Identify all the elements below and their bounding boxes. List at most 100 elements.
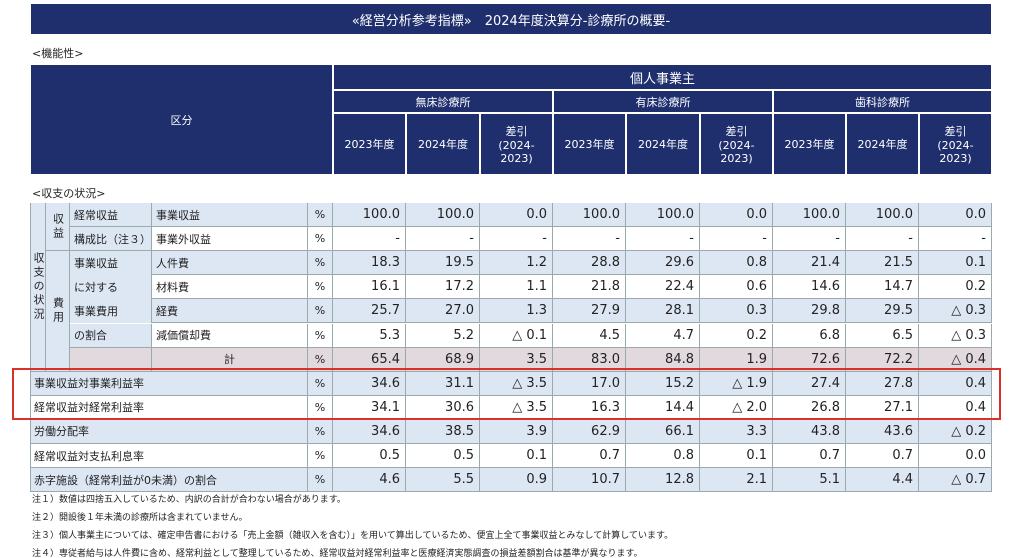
section-label: <機能性> <box>32 47 84 60</box>
value-cell: 15.2 <box>626 371 700 396</box>
row-sublabel: に対する <box>70 275 152 300</box>
value-cell: 0.4 <box>919 371 992 396</box>
value-cell: 62.9 <box>553 419 626 444</box>
value-cell: 100.0 <box>553 203 626 228</box>
value-cell: 17.2 <box>406 275 480 300</box>
row-label: 労働分配率 <box>30 419 308 444</box>
value-cell: 0.2 <box>700 323 773 348</box>
value-cell: 5.5 <box>406 468 480 493</box>
value-cell: 0.3 <box>700 299 773 324</box>
value-cell: - <box>773 227 846 252</box>
value-cell: 38.5 <box>406 419 480 444</box>
value-cell: 3.9 <box>480 419 553 444</box>
row-sublabel: 事業費用 <box>70 299 152 324</box>
value-cell: 27.4 <box>773 371 846 396</box>
value-cell: 0.1 <box>480 444 553 469</box>
value-cell: △ 0.1 <box>480 323 553 348</box>
row-label: 減価償却費 <box>152 323 308 348</box>
note: 注２）開設後１年未満の診療所は含まれていません。 <box>32 513 248 523</box>
value-cell: 66.1 <box>626 419 700 444</box>
value-cell: 0.6 <box>700 275 773 300</box>
value-cell: 0.0 <box>700 203 773 228</box>
value-cell: 0.9 <box>480 468 553 493</box>
value-cell: 1.3 <box>480 299 553 324</box>
value-cell: 5.2 <box>406 323 480 348</box>
value-cell: 5.3 <box>333 323 406 348</box>
value-cell: △ 0.2 <box>919 419 992 444</box>
row-label: 経常収益対支払利息率 <box>30 444 308 469</box>
value-cell: 65.4 <box>333 347 406 372</box>
unit: % <box>308 468 333 493</box>
header-cell: 無床診療所 <box>333 90 553 113</box>
unit: % <box>308 444 333 469</box>
value-cell: 0.8 <box>626 444 700 469</box>
value-cell: 72.6 <box>773 347 846 372</box>
value-cell: 5.1 <box>773 468 846 493</box>
side-label: 収益 <box>46 203 70 252</box>
row-label: 経費 <box>152 299 308 324</box>
value-cell: 21.8 <box>553 275 626 300</box>
value-cell: 27.8 <box>846 371 919 396</box>
row-label: 経常収益対経常利益率 <box>30 395 308 420</box>
value-cell: 3.5 <box>480 347 553 372</box>
value-cell: △ 0.3 <box>919 299 992 324</box>
value-cell: 29.8 <box>773 299 846 324</box>
row-label: 事業収益 <box>152 203 308 228</box>
value-cell: 25.7 <box>333 299 406 324</box>
row-sublabel: 事業収益 <box>70 251 152 276</box>
header-cell: 2024年度 <box>846 113 919 175</box>
row-sublabel: の割合 <box>70 323 152 348</box>
value-cell: 14.6 <box>773 275 846 300</box>
value-cell: 1.1 <box>480 275 553 300</box>
header-cell: 2023年度 <box>333 113 406 175</box>
unit: % <box>308 251 333 276</box>
unit: % <box>308 395 333 420</box>
section-label: <収支の状況> <box>32 187 106 200</box>
unit: % <box>308 227 333 252</box>
side-label: 収支の状況 <box>30 203 46 372</box>
value-cell: 16.1 <box>333 275 406 300</box>
value-cell: △ 3.5 <box>480 371 553 396</box>
value-cell: 100.0 <box>846 203 919 228</box>
header-cell: 2024年度 <box>406 113 480 175</box>
value-cell: - <box>846 227 919 252</box>
side-label: 費用 <box>46 251 70 372</box>
value-cell: - <box>553 227 626 252</box>
value-cell: 0.0 <box>919 444 992 469</box>
value-cell: 17.0 <box>553 371 626 396</box>
value-cell: - <box>406 227 480 252</box>
value-cell: △ 0.7 <box>919 468 992 493</box>
value-cell: 31.1 <box>406 371 480 396</box>
value-cell: 84.8 <box>626 347 700 372</box>
value-cell: 0.4 <box>919 395 992 420</box>
value-cell: 27.9 <box>553 299 626 324</box>
value-cell: 21.4 <box>773 251 846 276</box>
value-cell: 4.6 <box>333 468 406 493</box>
row-label: 赤字施設（経常利益が0未満）の割合 <box>30 468 308 493</box>
value-cell: 22.4 <box>626 275 700 300</box>
header-cell: 差引 (2024- 2023) <box>700 113 773 175</box>
note: 注４）専従者給与は人件費に含め、経常利益として整理しているため、経常収益対経常利… <box>32 549 643 558</box>
header-cell: 2023年度 <box>553 113 626 175</box>
value-cell: 1.9 <box>700 347 773 372</box>
value-cell: 83.0 <box>553 347 626 372</box>
value-cell: 12.8 <box>626 468 700 493</box>
value-cell: 0.1 <box>700 444 773 469</box>
value-cell: 0.5 <box>406 444 480 469</box>
value-cell: 29.5 <box>846 299 919 324</box>
value-cell: 72.2 <box>846 347 919 372</box>
value-cell: 26.8 <box>773 395 846 420</box>
value-cell: 10.7 <box>553 468 626 493</box>
value-cell: 100.0 <box>406 203 480 228</box>
unit: % <box>308 275 333 300</box>
value-cell: 3.3 <box>700 419 773 444</box>
header-cell: 差引 (2024- 2023) <box>480 113 553 175</box>
value-cell: 14.7 <box>846 275 919 300</box>
value-cell: 27.0 <box>406 299 480 324</box>
unit: % <box>308 323 333 348</box>
value-cell: 43.6 <box>846 419 919 444</box>
header-cell: 個人事業主 <box>333 64 992 90</box>
header-cell: 差引 (2024- 2023) <box>919 113 992 175</box>
value-cell: - <box>480 227 553 252</box>
row-sublabel: 構成比（注３） <box>70 227 152 252</box>
